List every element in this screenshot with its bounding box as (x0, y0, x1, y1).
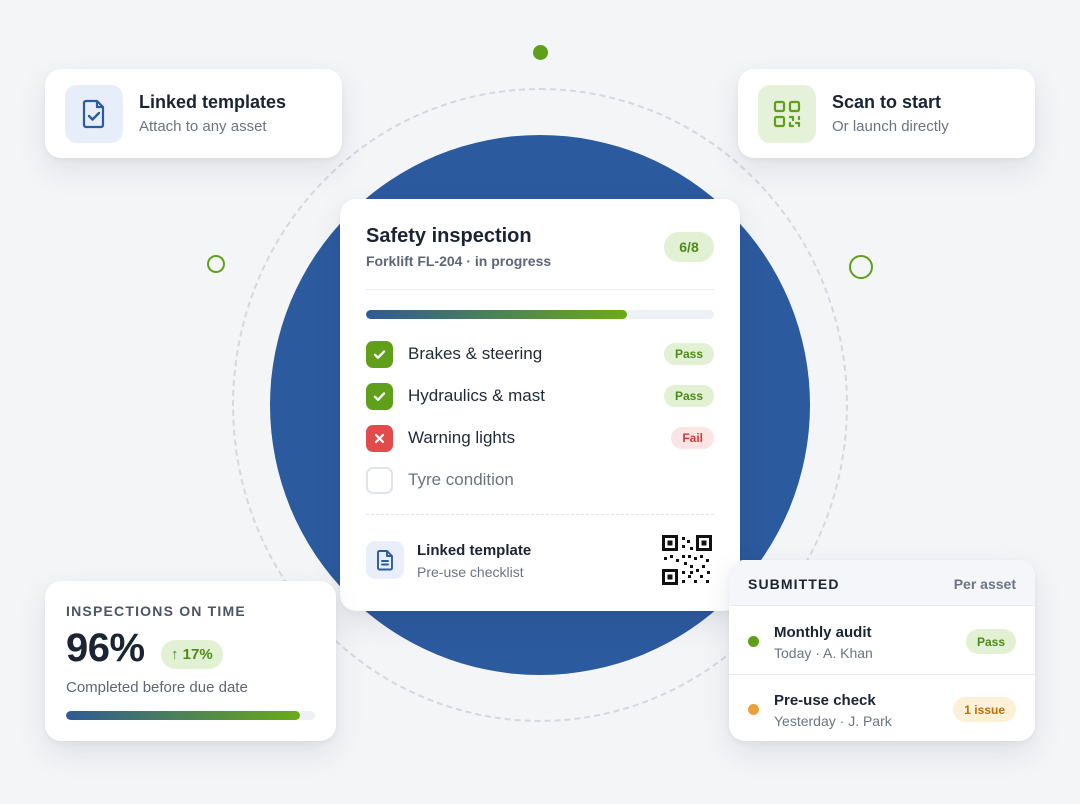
x-icon (374, 433, 385, 443)
checklist-item[interactable]: Warning lights Fail (366, 424, 714, 452)
submitted-card: SUBMITTED Per asset Monthly audit Today … (729, 560, 1035, 741)
pass-badge: Pass (663, 343, 714, 365)
check-icon (373, 349, 386, 359)
submission-row[interactable]: Monthly audit Today · A. Khan Pass (729, 607, 1035, 674)
inspection-progress-bar (366, 310, 714, 319)
inspection-subtitle: Forklift FL-204 · in progress (366, 253, 552, 269)
document-icon (366, 541, 404, 579)
submission-meta: Today · A. Khan (774, 645, 873, 661)
linked-templates-card[interactable]: Linked templates Attach to any asset (45, 69, 342, 158)
submission-meta: Yesterday · J. Park (774, 713, 892, 729)
trend-badge: ↑ 17% (161, 640, 223, 669)
scan-to-start-card[interactable]: Scan to start Or launch directly (738, 69, 1035, 158)
linked-template-subtitle: Pre-use checklist (417, 564, 524, 580)
metric-caption: INSPECTIONS ON TIME (66, 603, 246, 619)
status-dot (748, 636, 759, 647)
submitted-header (729, 560, 1035, 606)
submission-name: Monthly audit (774, 624, 872, 641)
checklist-item[interactable]: Tyre condition (366, 466, 714, 494)
card-title: Scan to start (832, 92, 942, 112)
checklist-item-label: Brakes & steering (408, 344, 543, 363)
on-time-progress-bar (66, 711, 315, 720)
checklist-item-label: Hydraulics & mast (408, 386, 545, 405)
progress-count-badge: 6/8 (664, 232, 714, 262)
inspection-title: Safety inspection (366, 225, 532, 247)
metric-description: Completed before due date (66, 679, 248, 696)
metric-value: 96% (66, 626, 145, 670)
checkbox-unchecked[interactable] (366, 466, 393, 494)
qr-scan-icon (758, 84, 816, 143)
per-asset-filter[interactable]: Per asset (953, 576, 1016, 592)
progress-fill (66, 711, 301, 720)
document-check-icon (65, 84, 123, 143)
status-dot (748, 704, 759, 715)
divider (729, 674, 1035, 675)
submission-name: Pre-use check (774, 692, 876, 709)
checklist-item-label: Tyre condition (408, 470, 514, 489)
card-title: Linked templates (139, 92, 287, 112)
checkbox-failed[interactable] (366, 424, 393, 452)
check-icon (373, 391, 386, 401)
decorative-ring-dot (849, 255, 873, 279)
linked-template-title: Linked template (417, 542, 532, 559)
checklist-item[interactable]: Brakes & steering Pass (366, 340, 714, 368)
divider (366, 289, 714, 290)
safety-inspection-card: Safety inspection Forklift FL-204 · in p… (340, 199, 740, 611)
pass-badge: Pass (965, 629, 1016, 654)
checklist-item[interactable]: Hydraulics & mast Pass (366, 382, 714, 410)
checklist-item-label: Warning lights (408, 428, 516, 447)
qr-code-icon[interactable] (662, 535, 712, 585)
pass-badge: Pass (663, 385, 714, 407)
fail-badge: Fail (671, 427, 714, 449)
card-subtitle: Attach to any asset (139, 118, 267, 135)
decorative-dot (533, 45, 548, 60)
decorative-ring-dot (207, 255, 225, 273)
submitted-title: SUBMITTED (748, 576, 840, 592)
dashed-orbit-ring (232, 88, 848, 722)
card-subtitle: Or launch directly (832, 118, 949, 135)
inspections-on-time-card: INSPECTIONS ON TIME 96% ↑ 17% Completed … (45, 581, 336, 741)
checkbox-checked[interactable] (366, 382, 393, 410)
dashed-divider (366, 514, 714, 515)
issue-badge: 1 issue (953, 697, 1016, 722)
submission-row[interactable]: Pre-use check Yesterday · J. Park 1 issu… (729, 675, 1035, 741)
progress-fill (366, 310, 627, 319)
checkbox-checked[interactable] (366, 340, 393, 368)
